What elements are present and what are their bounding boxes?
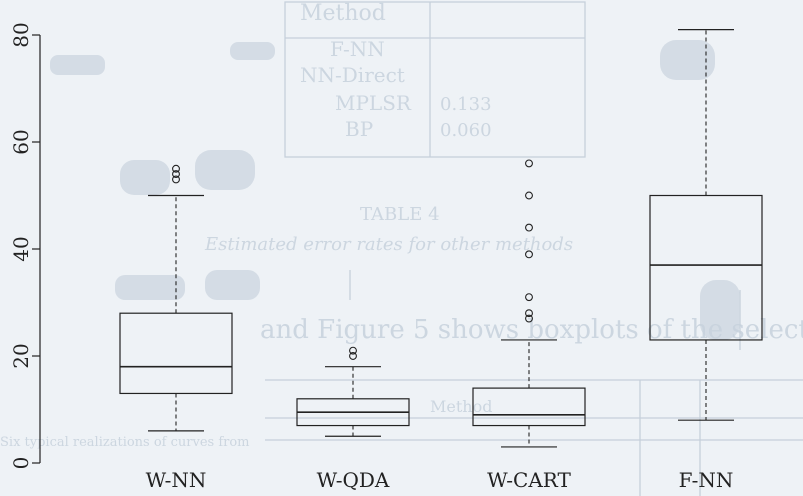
x-category-label: W-NN [146, 468, 207, 492]
outlier-point [172, 170, 180, 179]
outlier-point [349, 346, 357, 355]
y-tick-label: 20 [9, 343, 33, 368]
y-tick-label: 80 [9, 22, 33, 47]
outlier-point [349, 352, 357, 360]
x-category-label: F-NN [679, 468, 734, 492]
x-category-label: W-CART [487, 468, 571, 492]
outlier-point [525, 159, 533, 168]
x-category-label: W-QDA [317, 468, 390, 492]
interquartile-box [649, 194, 763, 341]
outlier-point [525, 191, 533, 200]
y-tick-label: 0 [9, 457, 33, 470]
box-w-cart [472, 159, 586, 448]
boxes-layer [119, 29, 763, 448]
outlier-point [525, 314, 533, 323]
outlier-point [525, 223, 533, 232]
interquartile-box [472, 387, 586, 427]
outlier-point [172, 175, 180, 184]
y-axis: 0 20 40 60 80 [9, 22, 41, 470]
y-tick-label: 40 [9, 236, 33, 261]
outlier-point [525, 293, 533, 302]
box-w-qda [296, 346, 410, 437]
x-axis-labels: W-NN W-QDA W-CART F-NN [146, 468, 734, 492]
outlier-point [172, 164, 180, 173]
outlier-point [525, 250, 533, 259]
box-f-nn [649, 29, 763, 421]
interquartile-box [119, 312, 233, 395]
y-tick-label: 60 [9, 129, 33, 154]
box-w-nn [119, 164, 233, 432]
outlier-point [525, 309, 533, 318]
